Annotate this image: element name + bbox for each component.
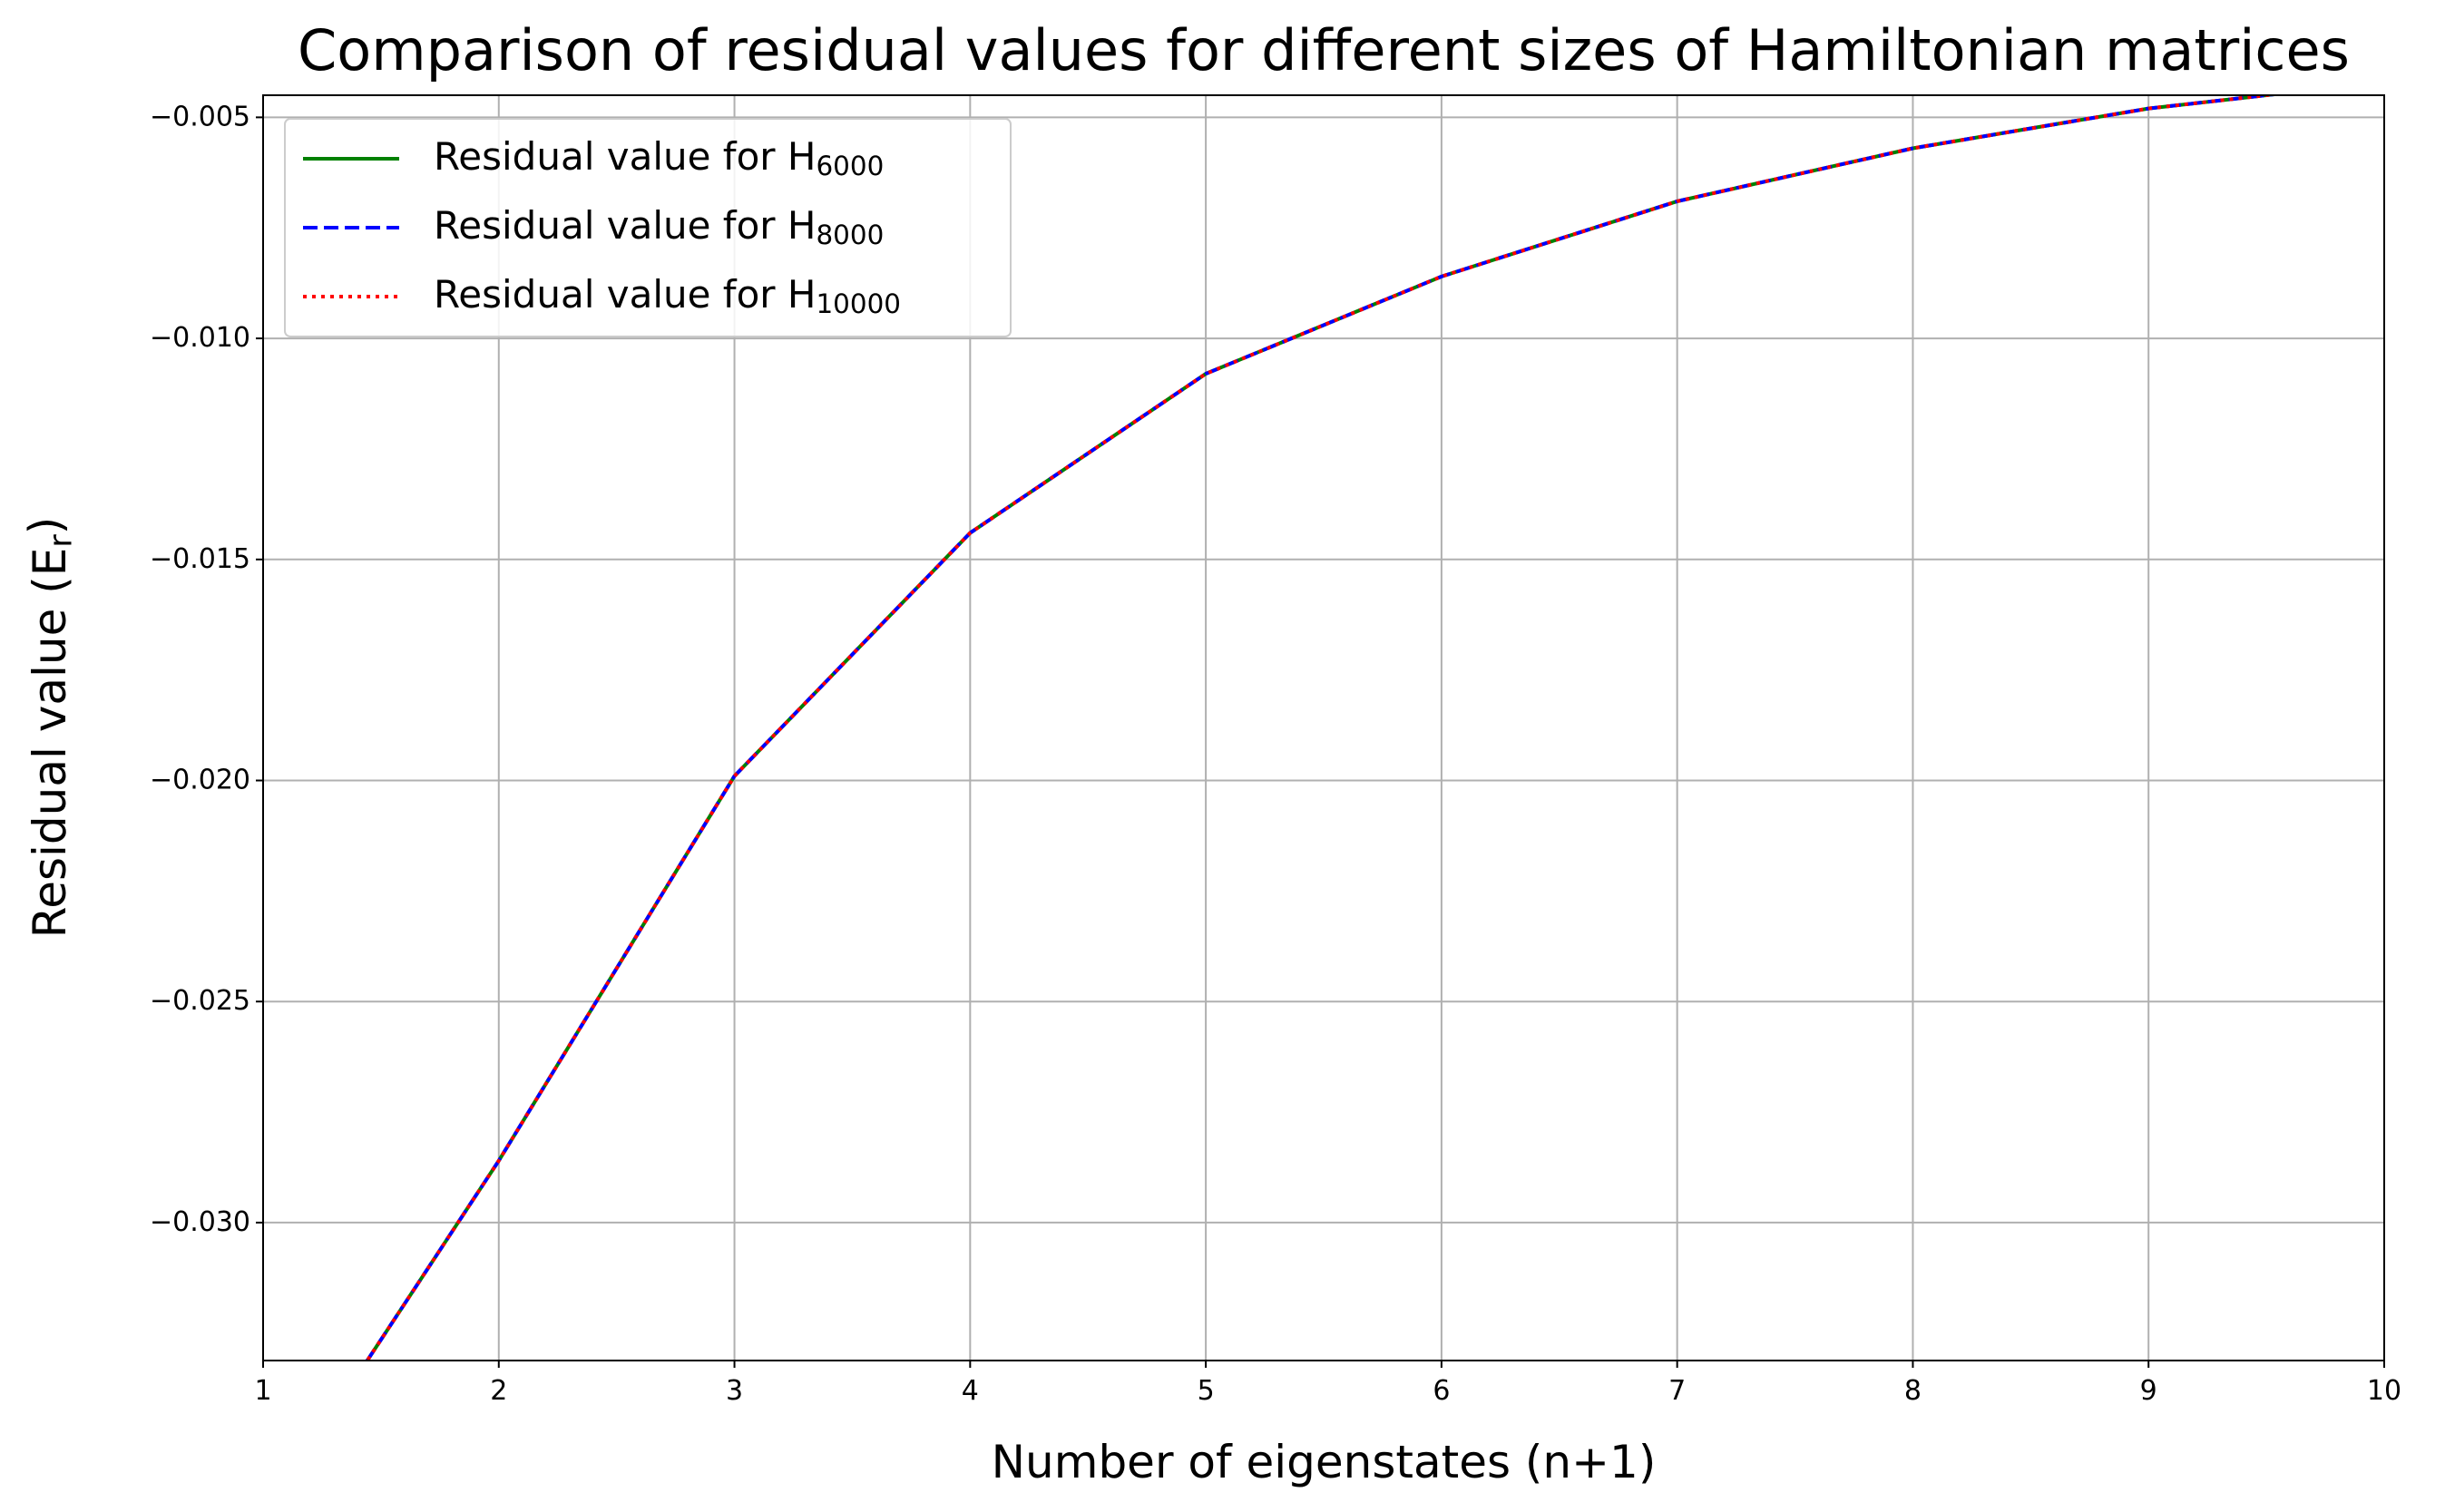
x-tick-label: 6 [1433,1375,1450,1407]
x-tick-label: 9 [2140,1375,2157,1407]
y-tick-label: −0.025 [150,985,250,1017]
x-tick-label: 2 [490,1375,507,1407]
x-tick-label: 10 [2367,1375,2401,1407]
plot-frame [262,94,2385,1361]
legend-label: Residual value for H6000 [434,134,884,181]
x-tick-label: 7 [1668,1375,1686,1407]
y-tick-label: −0.020 [150,764,250,795]
series-line [365,95,2283,1361]
legend-label: Residual value for H8000 [434,203,884,250]
x-tick-label: 1 [254,1375,271,1407]
chart-title: Comparison of residual values for differ… [298,17,2350,83]
x-tick-label: 4 [962,1375,979,1407]
x-tick-label: 8 [1904,1375,1922,1407]
x-tick-label: 3 [726,1375,743,1407]
x-tick-label: 5 [1198,1375,1215,1407]
y-tick-label: −0.005 [150,101,250,132]
y-axis-label: Residual value (Er) [19,517,80,939]
y-tick-label: −0.015 [150,542,250,574]
x-axis-label: Number of eigenstates (n+1) [992,1436,1657,1488]
legend-label: Residual value for H10000 [434,272,901,319]
legend-box [284,118,1012,337]
y-tick-label: −0.010 [150,322,250,354]
plot-area [365,95,2283,1361]
y-tick-label: −0.030 [150,1205,250,1237]
